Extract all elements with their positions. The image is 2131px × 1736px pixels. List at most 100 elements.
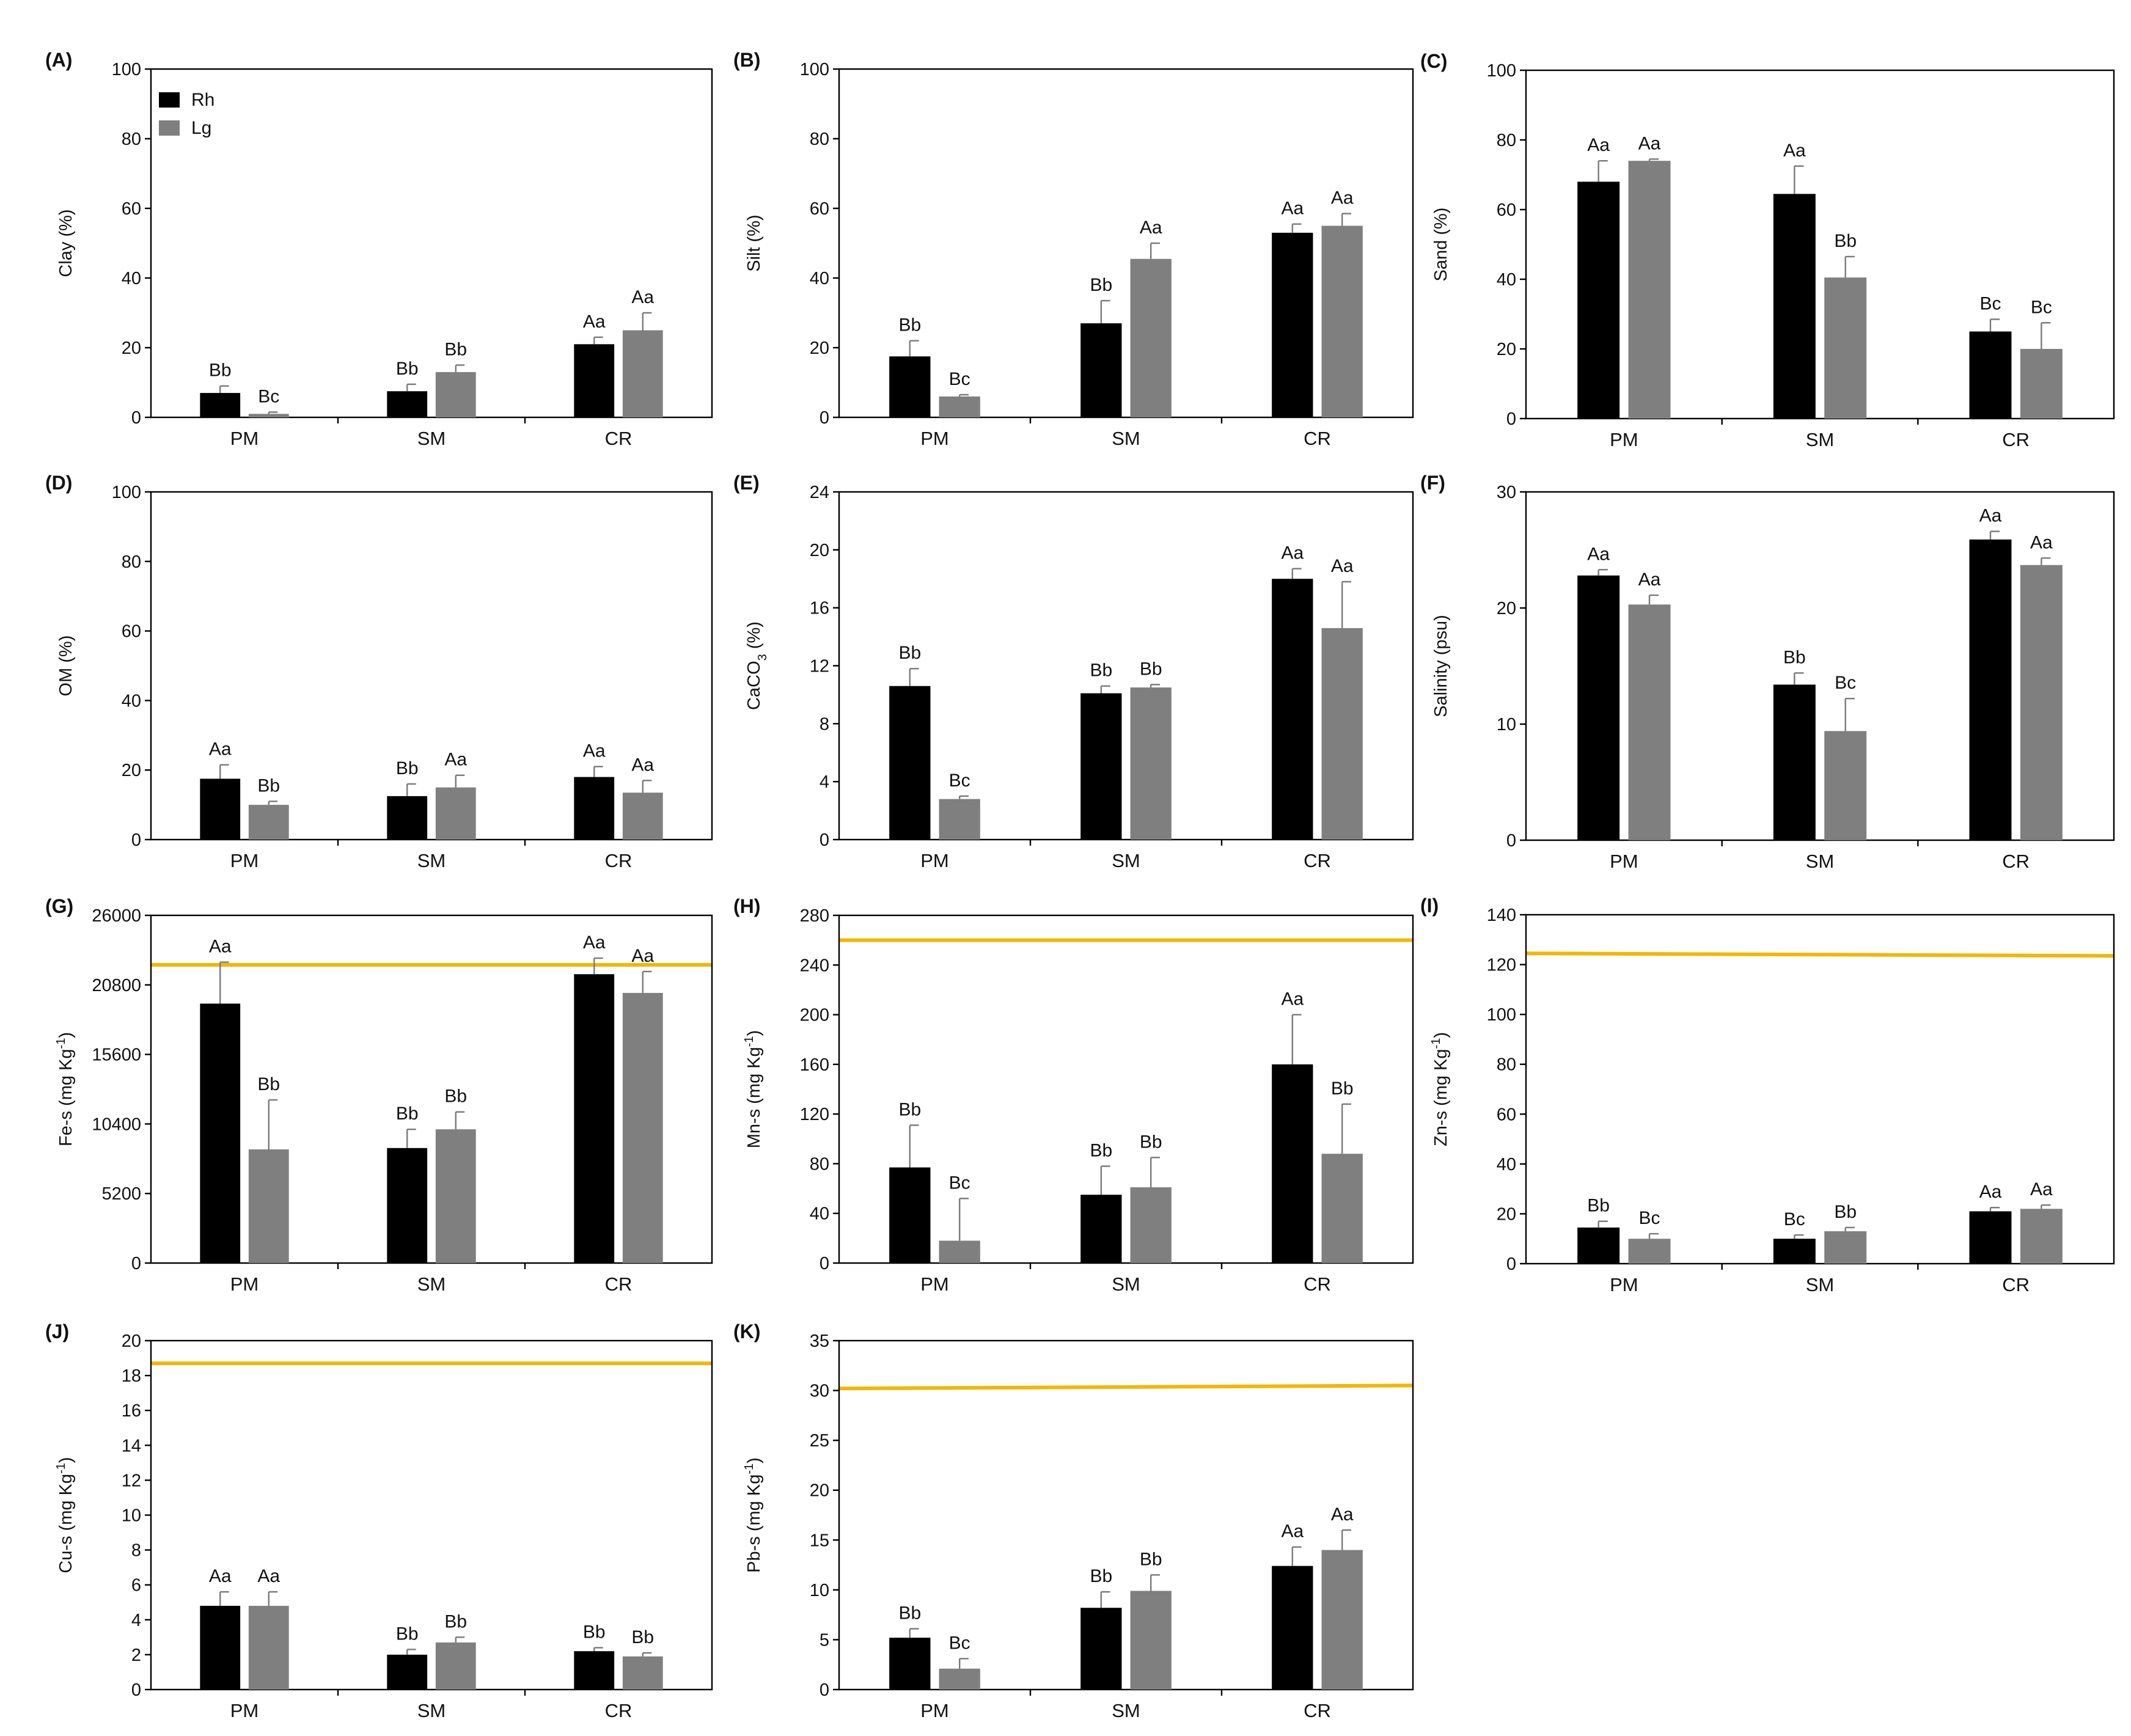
y-tick-label: 18 [122, 1366, 141, 1386]
bar-rh [387, 1654, 428, 1690]
y-tick-label: 200 [800, 1006, 829, 1025]
bar-rh [1773, 1239, 1816, 1264]
y-tick-label: 35 [810, 1331, 829, 1351]
significance-letter: Aa [1281, 989, 1304, 1009]
significance-letter: Bb [257, 1074, 280, 1094]
bar-lg [622, 793, 663, 840]
significance-letter: Bb [1140, 1549, 1162, 1569]
bar-rh [1272, 1566, 1313, 1690]
x-category-label: SM [1806, 429, 1835, 450]
bar-lg [1321, 225, 1363, 417]
y-tick-label: 4 [131, 1611, 141, 1630]
bar-rh [1577, 1227, 1620, 1264]
bar-lg [1628, 604, 1671, 840]
bar-rh [387, 796, 428, 840]
y-tick-label: 0 [131, 1680, 141, 1700]
y-axis-label: Pb-s (mg Kg-1) [743, 1457, 764, 1573]
panel-label: (J) [45, 1320, 69, 1342]
y-axis-label: Mn-s (mg Kg-1) [743, 1030, 764, 1148]
bar-lg [2020, 1209, 2063, 1264]
significance-letter: Bb [396, 359, 419, 379]
x-category-label: SM [417, 1273, 446, 1295]
bar-rh [1080, 1608, 1122, 1690]
bar-lg [1321, 1550, 1363, 1690]
bar-lg [1130, 687, 1172, 840]
y-tick-label: 0 [131, 830, 141, 850]
reference-line [1525, 951, 2114, 958]
significance-letter: Bc [949, 1173, 970, 1193]
significance-letter: Bb [396, 1624, 419, 1644]
x-category-label: SM [1806, 1274, 1835, 1295]
y-tick-label: 2 [131, 1646, 141, 1665]
y-tick-label: 60 [122, 199, 141, 219]
significance-letter: Bb [1783, 647, 1806, 667]
bar-lg [435, 1129, 476, 1263]
x-category-label: CR [1304, 850, 1331, 871]
significance-letter: Aa [1281, 199, 1304, 219]
bar-rh [1577, 181, 1620, 419]
significance-letter: Aa [1979, 1182, 2002, 1202]
bar-rh [200, 1605, 241, 1690]
y-tick-label: 10 [122, 1506, 141, 1526]
x-category-label: SM [1112, 1700, 1140, 1721]
x-category-label: PM [920, 428, 949, 449]
legend: Rh Lg [159, 90, 215, 138]
bar-rh [1080, 323, 1122, 417]
y-axis-label: Salinity (psu) [1431, 615, 1451, 717]
significance-letter: Aa [1638, 570, 1661, 590]
bar-lg [939, 799, 980, 840]
y-tick-label: 100 [800, 60, 829, 79]
x-category-label: CR [2002, 429, 2030, 450]
y-tick-label: 0 [1506, 831, 1516, 851]
y-tick-label: 10 [1497, 715, 1516, 734]
bar-rh [889, 356, 931, 417]
bar-lg [622, 330, 663, 417]
plot-frame [1525, 914, 2115, 1265]
plot-frame [150, 68, 713, 419]
y-tick-label: 0 [131, 408, 141, 428]
y-tick-label: 100 [1487, 61, 1516, 81]
significance-letter: Aa [631, 946, 654, 966]
y-tick-label: 15 [810, 1531, 829, 1550]
panel-label: (C) [1420, 50, 1447, 72]
x-category-label: CR [2002, 851, 2030, 872]
significance-letter: Bc [1835, 673, 1856, 693]
bar-rh [200, 393, 241, 417]
y-axis-label: Sand (%) [1431, 208, 1451, 282]
significance-letter: Bc [949, 1633, 970, 1653]
significance-letter: Bb [257, 775, 280, 796]
bar-rh [574, 777, 615, 840]
x-category-label: SM [417, 1700, 446, 1721]
bar-rh [1577, 575, 1620, 840]
y-tick-label: 20 [1497, 340, 1516, 359]
y-tick-label: 10400 [92, 1115, 141, 1134]
significance-letter: Aa [209, 1566, 232, 1586]
significance-letter: Bb [898, 1099, 921, 1119]
panel-label: (E) [733, 472, 760, 494]
bar-lg [1130, 258, 1172, 417]
significance-letter: Bb [1140, 659, 1162, 679]
plot-frame [838, 914, 1414, 1264]
y-tick-label: 240 [800, 956, 829, 975]
y-tick-label: 60 [122, 622, 141, 642]
bar-rh [1969, 1211, 2012, 1264]
chart-panel: 0 40 80 120 160 200 240 280 Bb Bc PM Bb Bb SM Aa Bb CR (H… [733, 895, 1414, 1295]
significance-letter: Bc [1979, 294, 2001, 314]
significance-letter: Bc [1784, 1209, 1805, 1229]
y-tick-label: 60 [810, 199, 829, 219]
significance-letter: Bc [949, 771, 970, 791]
x-category-label: CR [605, 1273, 633, 1295]
panel-label: (F) [1420, 472, 1445, 494]
y-tick-label: 20 [122, 1331, 141, 1351]
bar-rh [574, 344, 615, 417]
significance-letter: Bb [1331, 1079, 1354, 1099]
y-tick-label: 4 [820, 772, 829, 792]
x-category-label: CR [1304, 1700, 1331, 1721]
significance-letter: Aa [209, 937, 232, 957]
y-tick-label: 40 [1497, 1155, 1516, 1174]
y-tick-label: 20 [1497, 599, 1516, 618]
significance-letter: Aa [1140, 218, 1162, 238]
bar-lg [248, 1605, 289, 1690]
bar-lg [435, 372, 476, 417]
